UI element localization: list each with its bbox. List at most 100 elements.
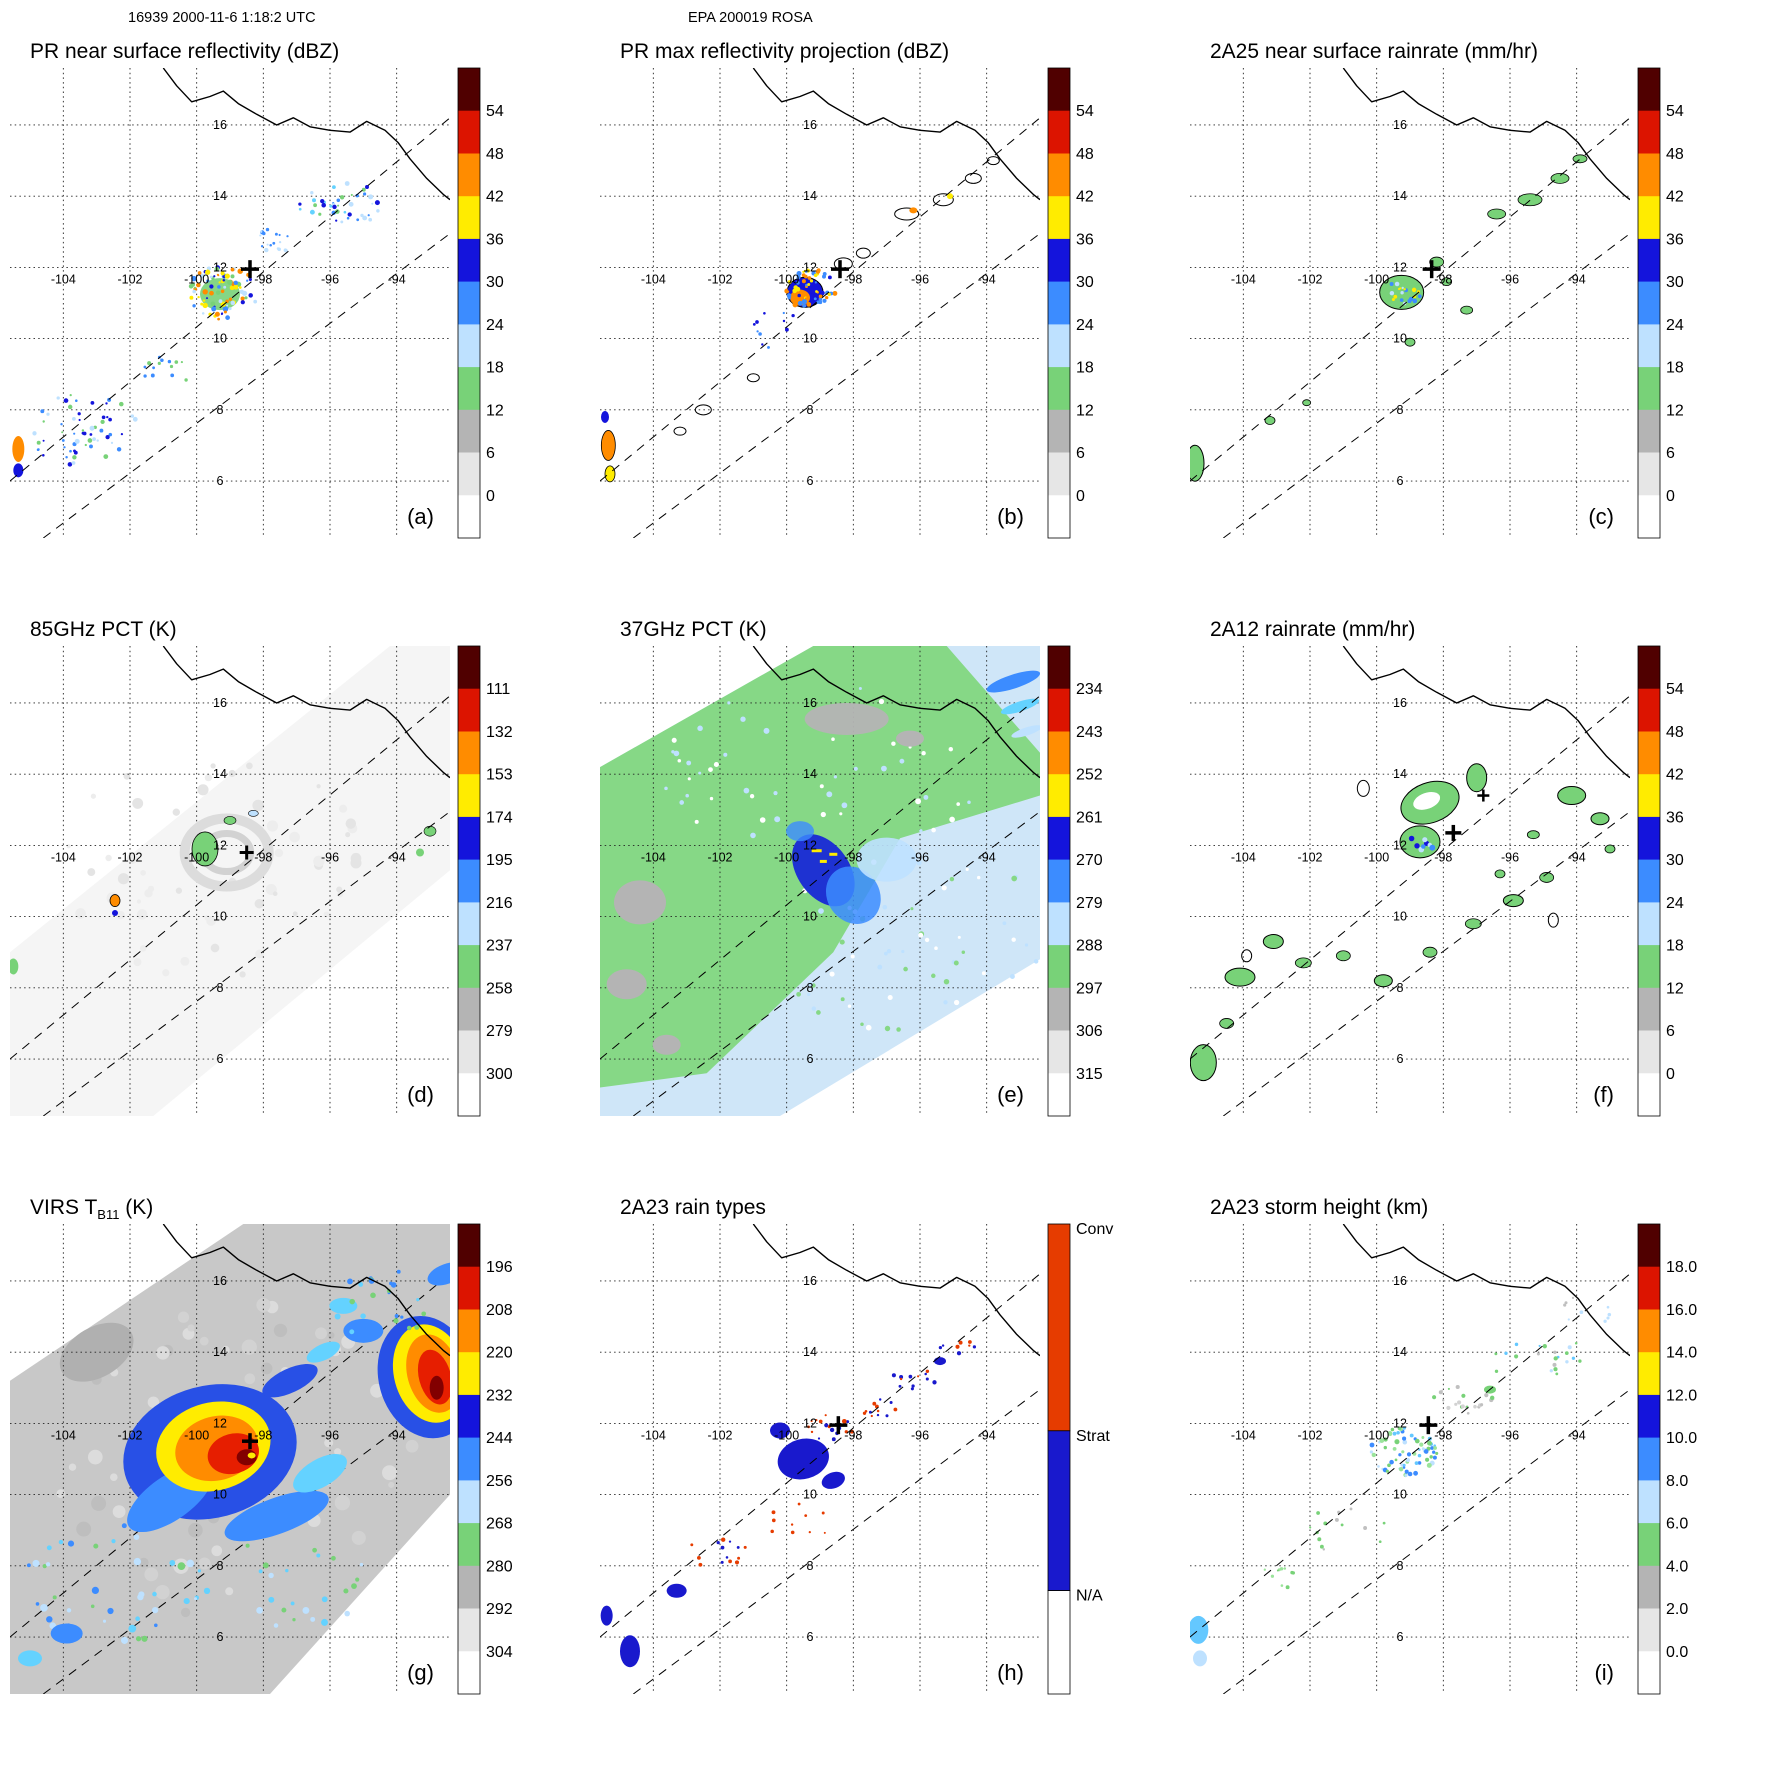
map-area [10, 68, 450, 538]
svg-text:(g): (g) [407, 1660, 434, 1685]
svg-text:-104: -104 [51, 1428, 76, 1442]
svg-text:54: 54 [1666, 681, 1684, 698]
svg-text:8.0: 8.0 [1666, 1473, 1688, 1490]
svg-text:6: 6 [807, 1630, 814, 1644]
coastline-path [1342, 646, 1630, 779]
svg-text:6: 6 [486, 445, 495, 462]
svg-text:8: 8 [807, 1559, 814, 1573]
panel-d-title: 85GHz PCT (K) [30, 618, 177, 644]
panel-label: (c) [1588, 504, 1614, 529]
svg-text:-94: -94 [1568, 850, 1586, 864]
svg-text:42: 42 [486, 189, 504, 206]
svg-text:270: 270 [1076, 852, 1103, 869]
svg-text:10: 10 [213, 910, 227, 924]
svg-text:6: 6 [1666, 1023, 1675, 1040]
svg-text:16: 16 [803, 118, 817, 132]
svg-text:36: 36 [1076, 231, 1094, 248]
svg-text:-104: -104 [1231, 272, 1256, 286]
grid-layer [600, 68, 1040, 538]
svg-text:292: 292 [486, 1601, 513, 1618]
svg-text:14: 14 [1393, 1345, 1407, 1359]
svg-text:10: 10 [213, 332, 227, 346]
svg-text:-94: -94 [978, 1428, 996, 1442]
svg-text:6: 6 [1397, 1630, 1404, 1644]
panel-b-map: -104 -102 -100 -98 -96 -94 16 14 12 10 8 6 (b) 54 48 42… [600, 67, 1094, 539]
svg-text:12: 12 [803, 838, 817, 852]
swath-lines [10, 1273, 450, 1694]
panel-title-text: PR max reflectivity projection (dBZ) [620, 40, 950, 63]
swath-lines [10, 117, 450, 538]
svg-text:10: 10 [1393, 1488, 1407, 1502]
svg-text:42: 42 [1076, 189, 1094, 206]
svg-text:12: 12 [803, 1416, 817, 1430]
svg-text:-98: -98 [844, 850, 862, 864]
svg-text:252: 252 [1076, 767, 1103, 784]
svg-text:243: 243 [1076, 724, 1103, 741]
svg-text:18: 18 [1666, 938, 1684, 955]
svg-text:N/A: N/A [1076, 1588, 1103, 1605]
svg-text:8: 8 [1397, 981, 1404, 995]
svg-text:10: 10 [803, 1488, 817, 1502]
map-area [600, 68, 1040, 538]
svg-text:280: 280 [486, 1558, 513, 1575]
data-layer [10, 810, 437, 975]
svg-text:2.0: 2.0 [1666, 1601, 1688, 1618]
svg-text:-104: -104 [51, 272, 76, 286]
map-area [1190, 646, 1630, 1116]
svg-text:304: 304 [486, 1644, 513, 1661]
panel-d-map: -104 -102 -100 -98 -96 -94 16 14 12 10 8 6 (d) 111 132… [10, 645, 513, 1117]
svg-text:-104: -104 [1231, 850, 1256, 864]
svg-text:16: 16 [1393, 1274, 1407, 1288]
panel-title-unit: (K) [119, 1196, 154, 1219]
panel-g-map: -104 -102 -100 -98 -96 -94 16 14 12 10 8 6 (g) 196 208… [10, 1223, 513, 1695]
svg-text:14: 14 [803, 189, 817, 203]
svg-text:208: 208 [486, 1302, 513, 1319]
svg-text:16: 16 [213, 1274, 227, 1288]
svg-text:36: 36 [1666, 809, 1684, 826]
panel-h-title: 2A23 rain types [620, 1196, 766, 1222]
svg-text:14: 14 [213, 767, 227, 781]
svg-text:297: 297 [1076, 980, 1103, 997]
svg-text:48: 48 [486, 146, 504, 163]
svg-text:12: 12 [1666, 402, 1684, 419]
svg-text:288: 288 [1076, 938, 1103, 955]
panel-label: (d) [407, 1082, 434, 1107]
svg-text:(d): (d) [407, 1082, 434, 1107]
svg-text:174: 174 [486, 809, 513, 826]
svg-text:-100: -100 [184, 272, 209, 286]
coastline-path [162, 68, 450, 201]
panel-label: (f) [1593, 1082, 1614, 1107]
panel-title-text: VIRS T [30, 1196, 98, 1219]
svg-text:-96: -96 [1501, 1428, 1519, 1442]
map-area [10, 1224, 450, 1694]
axis-labels: -104 -102 -100 -98 -96 -94 16 14 12 10 8 6 [641, 118, 996, 488]
svg-text:-104: -104 [51, 850, 76, 864]
svg-text:-102: -102 [117, 850, 142, 864]
svg-text:237: 237 [486, 938, 513, 955]
panel-e: 37GHz PCT (K) -104 -102 -100 -98 -96 -94 16 14 1… [590, 604, 1180, 1182]
svg-text:12: 12 [213, 838, 227, 852]
svg-text:232: 232 [486, 1387, 513, 1404]
panel-title-text: 2A23 rain types [620, 1196, 766, 1219]
svg-text:-98: -98 [844, 1428, 862, 1442]
svg-text:-100: -100 [184, 1428, 209, 1442]
svg-text:-98: -98 [1434, 272, 1452, 286]
svg-text:279: 279 [1076, 895, 1103, 912]
svg-text:-98: -98 [254, 1428, 272, 1442]
svg-text:8: 8 [807, 981, 814, 995]
data-layer [600, 1340, 977, 1668]
svg-text:48: 48 [1076, 146, 1094, 163]
svg-text:-94: -94 [978, 272, 996, 286]
svg-text:6: 6 [217, 1052, 224, 1066]
svg-text:(c): (c) [1588, 504, 1614, 529]
svg-text:261: 261 [1076, 809, 1103, 826]
coastline-path [1342, 1224, 1630, 1357]
svg-text:18: 18 [1076, 360, 1094, 377]
panel-label: (h) [997, 1660, 1024, 1685]
panel-e-map: -104 -102 -100 -98 -96 -94 16 14 12 10 8 6 (e) 234 243… [600, 645, 1103, 1117]
svg-text:-104: -104 [641, 1428, 666, 1442]
colorbar: 18.0 16.0 14.0 12.0 10.0 8.0 6.0 4.0 2.0 0.0 [1637, 1223, 1697, 1695]
svg-text:14: 14 [1393, 767, 1407, 781]
svg-text:244: 244 [486, 1430, 513, 1447]
svg-text:10: 10 [1393, 910, 1407, 924]
